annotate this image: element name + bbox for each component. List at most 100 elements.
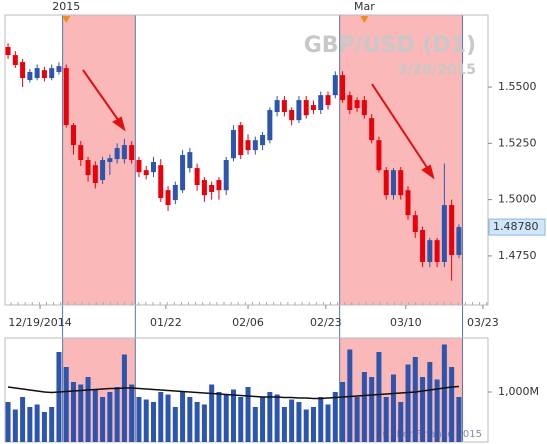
x-tick-label: 03/10 xyxy=(390,316,422,329)
volume-bar xyxy=(274,394,280,442)
y-tick-label: 1.5500 xyxy=(498,80,537,93)
volume-bar xyxy=(310,407,316,442)
volume-bar xyxy=(136,397,142,442)
volume-bar xyxy=(143,399,149,442)
volume-bar xyxy=(260,397,266,442)
candle-body xyxy=(209,184,215,192)
volume-bar xyxy=(420,377,426,442)
volume-bar xyxy=(318,397,324,442)
volume-bar xyxy=(383,397,389,442)
candle-body xyxy=(216,180,222,191)
last-price-box xyxy=(488,218,546,236)
candle-body xyxy=(318,95,324,111)
volume-bar xyxy=(361,372,367,442)
candle-body xyxy=(340,75,346,101)
volume-bar xyxy=(303,409,309,442)
candle-body xyxy=(303,100,309,116)
volume-bar xyxy=(238,397,244,442)
candle-body xyxy=(260,135,266,146)
period-marker xyxy=(62,16,71,23)
volume-bar xyxy=(114,387,120,442)
candle-body xyxy=(201,180,207,196)
y-tick-label: 1,000M xyxy=(498,385,539,398)
x-tick-label: 12/19/2014 xyxy=(8,316,71,329)
candle-body xyxy=(56,66,62,72)
candle-body xyxy=(85,160,91,176)
volume-bar xyxy=(449,367,455,442)
y-tick-label: 1.5250 xyxy=(498,136,537,149)
volume-bar xyxy=(398,402,404,442)
candle-body xyxy=(136,160,142,173)
volume-bar xyxy=(158,392,164,442)
volume-bar xyxy=(187,397,193,442)
period-label: 2015 xyxy=(52,0,80,13)
candle-body xyxy=(27,71,33,81)
candle-body xyxy=(289,110,295,121)
arrow-head xyxy=(421,164,435,180)
candle-body xyxy=(49,68,55,79)
x-tick-label: 02/06 xyxy=(232,316,264,329)
candle-body xyxy=(238,125,244,156)
chart-subtitle: 3/20/2015 xyxy=(398,62,476,78)
price-frame xyxy=(4,14,489,306)
x-tick-label: 01/22 xyxy=(150,316,182,329)
volume-bar xyxy=(434,379,440,442)
candle-body xyxy=(172,184,178,201)
volume-bar xyxy=(56,352,62,442)
candle-body xyxy=(165,190,171,206)
candle-body xyxy=(150,162,156,173)
volume-bar xyxy=(201,404,207,442)
candle-body xyxy=(158,165,164,199)
candle-body xyxy=(71,125,77,146)
candle-body xyxy=(390,170,396,196)
candle-body xyxy=(267,110,273,141)
volume-bar xyxy=(165,394,171,442)
volume-bar xyxy=(223,394,229,442)
candle-body xyxy=(376,140,382,171)
candle-body xyxy=(5,46,11,56)
candle-body xyxy=(252,140,258,151)
candle-body xyxy=(325,95,331,106)
candle-body xyxy=(143,170,149,176)
volume-bar xyxy=(216,392,222,442)
volume-bar xyxy=(150,402,156,442)
candle-body xyxy=(281,100,287,113)
candle-body xyxy=(223,160,229,191)
candle-body xyxy=(420,230,426,262)
candle-body xyxy=(398,170,404,196)
volume-bar xyxy=(63,367,69,442)
volume-bar xyxy=(194,402,200,442)
arrow xyxy=(82,69,122,125)
volume-bar xyxy=(92,389,98,442)
volume-bar xyxy=(5,402,11,442)
volume-bar xyxy=(78,384,84,442)
volume-bar xyxy=(180,392,186,442)
volume-bar xyxy=(456,397,462,442)
candle-body xyxy=(347,95,353,111)
candle-body xyxy=(296,100,302,121)
candle-body xyxy=(194,168,200,185)
volume-bar xyxy=(412,357,418,442)
candle-body xyxy=(449,205,455,256)
candle-body xyxy=(12,55,18,65)
volume-bar xyxy=(376,352,382,442)
volume-bar xyxy=(129,384,135,442)
volume-bar xyxy=(252,407,258,442)
volume-bar xyxy=(267,392,273,442)
volume-bar xyxy=(340,382,346,442)
moving-average xyxy=(7,385,459,400)
candle-body xyxy=(121,145,127,160)
volume-bar xyxy=(34,404,40,442)
candle-body xyxy=(245,140,251,151)
y-tick-label: 1.4750 xyxy=(498,249,537,262)
candle-body xyxy=(354,100,360,108)
x-tick-label: 02/23 xyxy=(310,316,342,329)
volume-bar xyxy=(281,407,287,442)
volume-bar xyxy=(100,397,106,442)
chart-title: GBP/USD (D1) xyxy=(304,33,476,58)
candle-body xyxy=(20,62,26,79)
volume-bar xyxy=(49,407,55,442)
candle-body xyxy=(78,145,84,160)
volume-bar xyxy=(71,382,77,442)
candle-body xyxy=(114,148,120,160)
